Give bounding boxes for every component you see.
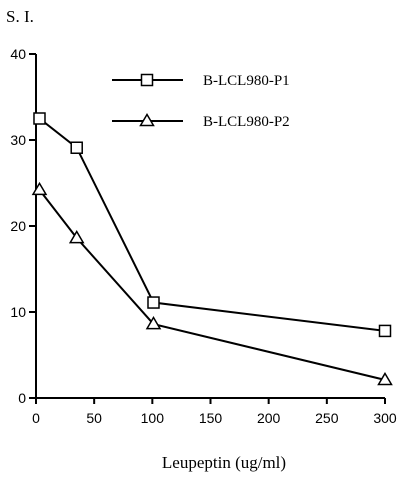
data-point [145, 316, 162, 330]
series-line [38, 117, 386, 332]
x-tick-label: 50 [86, 410, 102, 426]
y-tick-label: 40 [10, 46, 26, 62]
data-point [377, 371, 393, 386]
legend-marker [140, 73, 154, 87]
data-point [378, 324, 392, 338]
x-tick-label: 250 [315, 410, 339, 426]
series-2 [31, 181, 393, 386]
legend-entry-2: B-LCL980-P2 [112, 113, 290, 130]
data-point [33, 112, 46, 125]
data-point [147, 296, 160, 309]
y-axis-title: S. I. [6, 7, 34, 26]
series-layer [31, 112, 393, 386]
legend-label: B-LCL980-P1 [203, 73, 290, 89]
legend-entry-1: B-LCL980-P1 [112, 73, 290, 89]
legend-label: B-LCL980-P2 [203, 114, 290, 130]
x-tick-label: 0 [32, 410, 40, 426]
data-point [68, 230, 85, 244]
x-tick-label: 200 [257, 410, 281, 426]
legend-marker [139, 113, 155, 127]
data-point [31, 181, 48, 196]
x-tick-label: 150 [199, 410, 223, 426]
x-tick-label: 100 [141, 410, 165, 426]
y-tick-label: 30 [10, 132, 26, 148]
x-tick-label: 300 [373, 410, 397, 426]
series-1 [33, 112, 392, 338]
y-tick-label: 10 [10, 304, 26, 320]
series-line [38, 189, 386, 381]
y-tick-label: 0 [18, 390, 26, 406]
x-axis-title: Leupeptin (ug/ml) [162, 453, 286, 472]
y-tick-label: 20 [10, 218, 26, 234]
legend: B-LCL980-P1 B-LCL980-P2 [112, 73, 290, 130]
axes: 0 10 20 30 40 0 50 100 150 200 250 300 [10, 46, 396, 426]
data-point [70, 141, 83, 154]
